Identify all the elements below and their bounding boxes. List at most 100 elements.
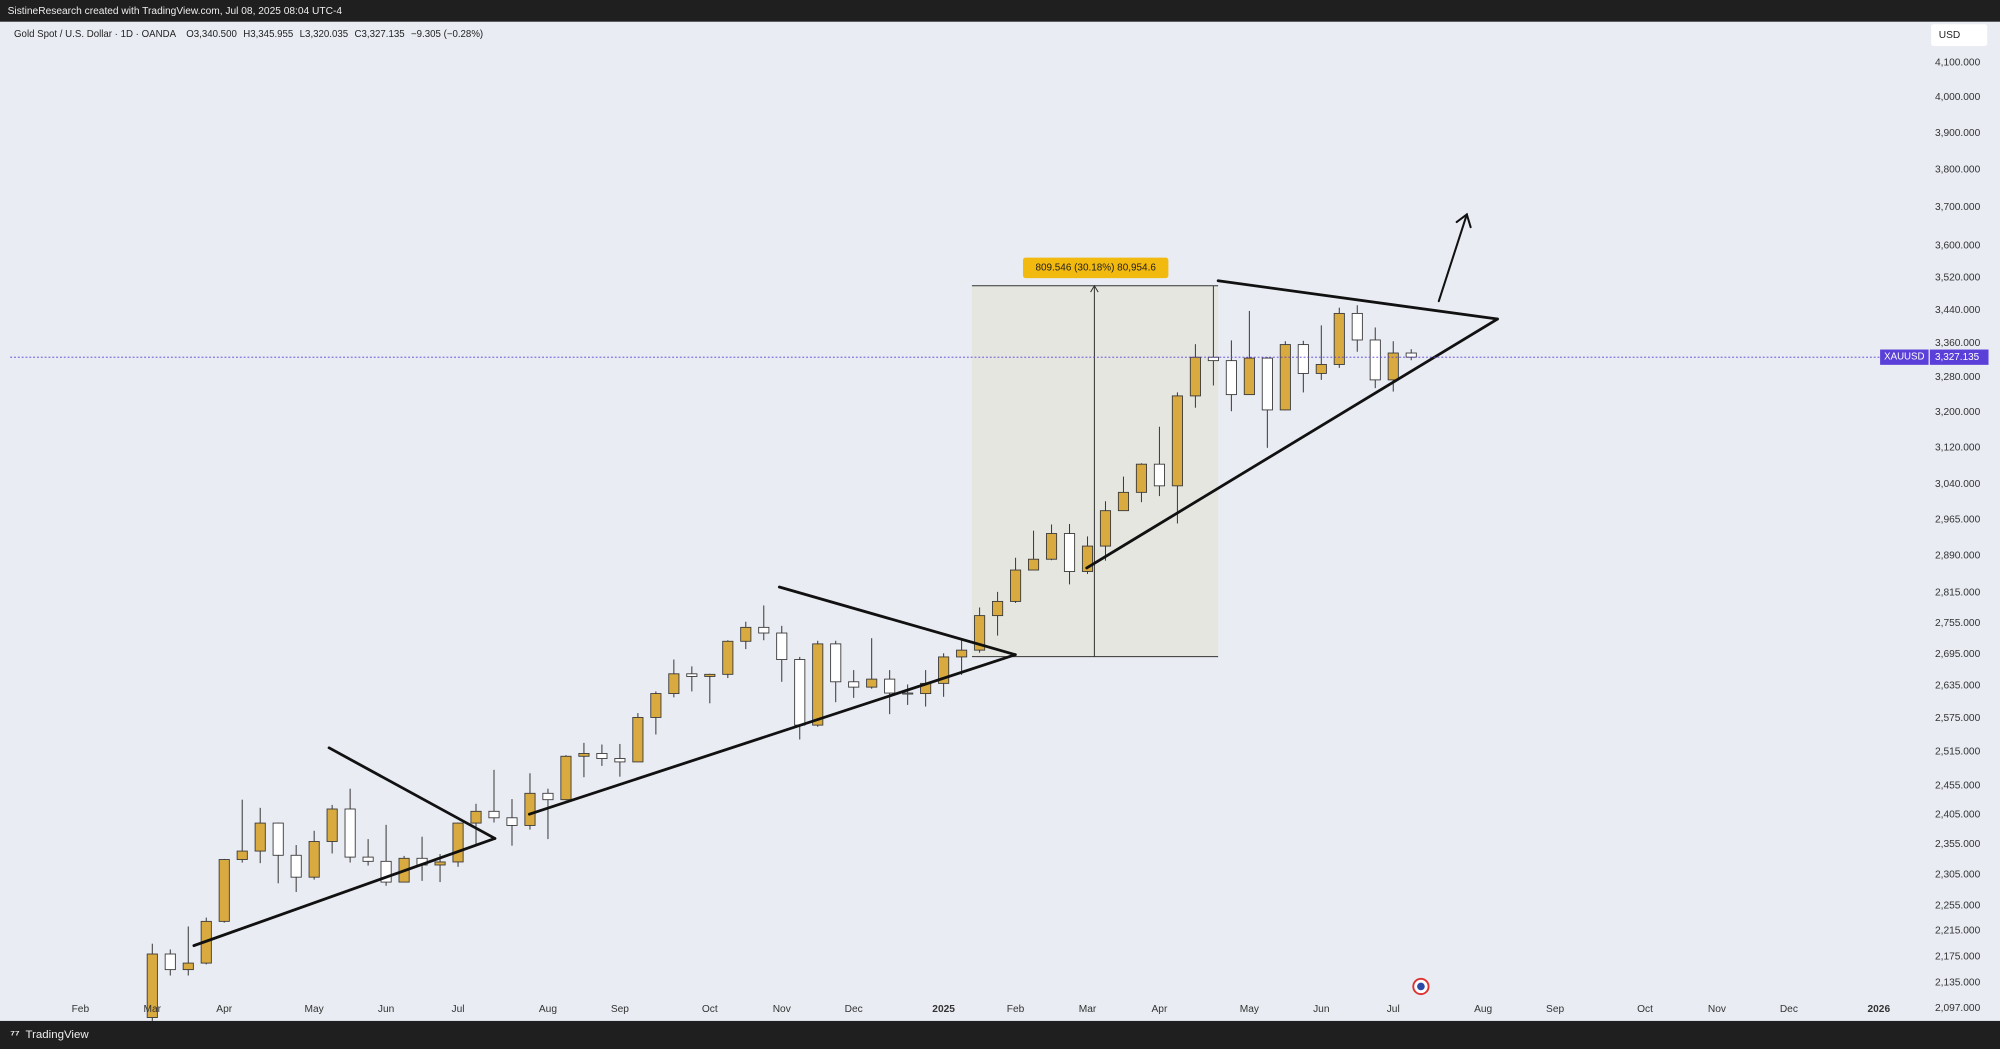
y-tick-label: 2,255.000 xyxy=(1935,900,1981,911)
trendline xyxy=(327,746,497,840)
candle-body xyxy=(542,792,554,801)
currency: USD xyxy=(1939,30,1961,41)
x-tick-label: Aug xyxy=(1474,1004,1492,1015)
x-tick-label: Nov xyxy=(1708,1004,1727,1015)
ohlc-readout: O3,340.500 xyxy=(186,29,237,40)
x-tick-label: Oct xyxy=(702,1004,718,1015)
candle-body xyxy=(1081,545,1094,572)
ohlc-readout: L3,320.035 xyxy=(300,29,348,40)
measure-label: 809.546 (30.18%) 80,954.6 xyxy=(1035,262,1156,273)
candle-body xyxy=(1207,356,1219,362)
x-tick-label: May xyxy=(1240,1004,1260,1015)
candle-body xyxy=(1099,510,1112,547)
projection-arrow xyxy=(1437,213,1468,303)
attribution: SistineResearch created with TradingView… xyxy=(8,6,343,17)
candle-body xyxy=(650,693,662,718)
y-tick-label: 3,200.000 xyxy=(1935,407,1981,418)
trendline xyxy=(777,585,1017,657)
x-tick-label: Mar xyxy=(1079,1004,1097,1015)
bottom-bar xyxy=(0,1020,2000,1049)
candle-body xyxy=(488,810,500,819)
y-tick-label: 4,000.000 xyxy=(1935,92,1981,103)
candle-body xyxy=(866,678,878,688)
x-tick-label: Jun xyxy=(1313,1004,1329,1015)
measure-arrowhead xyxy=(1090,284,1099,293)
y-tick-label: 2,890.000 xyxy=(1935,550,1981,561)
x-tick-label: Feb xyxy=(72,1004,90,1015)
candle-body xyxy=(1225,360,1237,396)
y-tick-label: 3,900.000 xyxy=(1935,128,1981,139)
x-tick-label: Feb xyxy=(1007,1004,1025,1015)
x-tick-label: Jul xyxy=(1387,1004,1400,1015)
candle-body xyxy=(1369,339,1381,381)
candle-body xyxy=(1189,356,1201,397)
x-tick-label: Aug xyxy=(539,1004,557,1015)
candle-body xyxy=(1135,463,1148,493)
x-tick-label: Jun xyxy=(378,1004,394,1015)
candle-body xyxy=(1027,558,1040,571)
y-tick-label: 2,455.000 xyxy=(1935,781,1981,792)
ohlc-readout: H3,345.955 xyxy=(243,29,293,40)
candle-body xyxy=(1297,344,1309,374)
y-tick-label: 2,635.000 xyxy=(1935,681,1981,692)
x-tick-label: Mar xyxy=(144,1004,162,1015)
candle-body xyxy=(362,856,374,862)
candle-body xyxy=(254,822,266,852)
candle-body xyxy=(218,859,230,922)
candle-body xyxy=(956,649,968,658)
y-tick-label: 3,600.000 xyxy=(1935,241,1981,252)
candle-body xyxy=(344,808,356,858)
candle-body xyxy=(992,600,1004,617)
candle-body xyxy=(1405,352,1417,358)
x-tick-label: 2026 xyxy=(1867,1004,1890,1015)
candle-body xyxy=(758,626,770,634)
x-tick-label: Nov xyxy=(773,1004,792,1015)
candle-body xyxy=(182,962,194,971)
candle-body xyxy=(1351,312,1363,341)
y-tick-label: 3,700.000 xyxy=(1935,202,1981,213)
candle-body xyxy=(1279,344,1291,411)
candle-body xyxy=(704,673,716,677)
symbol-tag-box xyxy=(1880,349,1929,365)
candle-body xyxy=(902,692,914,695)
candle-body xyxy=(1171,395,1183,487)
y-tick-label: 2,405.000 xyxy=(1935,810,1981,821)
x-tick-label: Apr xyxy=(216,1004,232,1015)
candle-body xyxy=(1153,463,1165,487)
candle-body xyxy=(686,673,698,677)
candle-body xyxy=(596,753,608,759)
y-tick-label: 2,355.000 xyxy=(1935,839,1981,850)
symbol-tag: XAUUSD xyxy=(1884,352,1924,363)
x-tick-label: Apr xyxy=(1152,1004,1168,1015)
candle-body xyxy=(830,643,842,683)
y-tick-label: 3,440.000 xyxy=(1935,305,1981,316)
candle-body xyxy=(506,817,518,826)
y-tick-label: 2,215.000 xyxy=(1935,926,1981,937)
candle-body xyxy=(164,953,176,971)
candle-body xyxy=(722,640,734,675)
candle-body xyxy=(884,678,896,694)
candle-body xyxy=(794,659,806,726)
brand: TradingView xyxy=(26,1029,90,1041)
y-tick-label: 2,305.000 xyxy=(1935,869,1981,880)
x-tick-label: Jul xyxy=(452,1004,465,1015)
candle-body xyxy=(560,755,572,801)
candle-body xyxy=(1063,533,1076,572)
measure-label-box xyxy=(1022,257,1169,279)
candle-body xyxy=(380,860,392,883)
top-bar xyxy=(0,0,2000,22)
candle-body xyxy=(632,716,644,763)
candle-body xyxy=(452,822,464,863)
x-tick-label: Oct xyxy=(1637,1004,1653,1015)
ohlc-readout: −9.305 (−0.28%) xyxy=(411,29,483,40)
candle-body xyxy=(1117,491,1130,512)
y-tick-label: 3,800.000 xyxy=(1935,164,1981,175)
x-tick-label: 2025 xyxy=(932,1004,955,1015)
candle-body xyxy=(1243,357,1255,396)
y-tick-label: 2,135.000 xyxy=(1935,977,1981,988)
projection-arrowhead xyxy=(1455,212,1472,229)
readout: O3,340.500 H3,345.955 L3,320.035 C3,327.135… xyxy=(186,29,483,40)
candle-body xyxy=(668,673,680,695)
